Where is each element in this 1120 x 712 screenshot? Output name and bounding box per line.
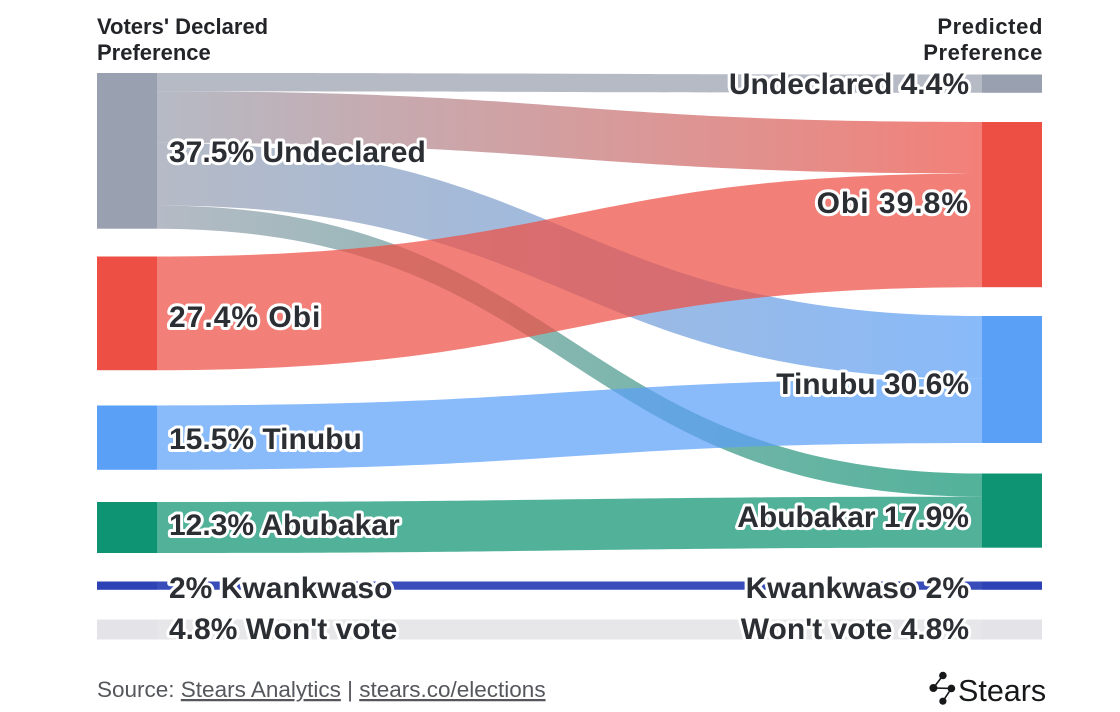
svg-text:15.5% Tinubu: 15.5% Tinubu — [169, 423, 362, 456]
svg-text:Kwankwaso 2%: Kwankwaso 2% — [746, 572, 969, 605]
svg-text:Won't vote 4.8%: Won't vote 4.8% — [741, 613, 969, 646]
svg-text:12.3% Abubakar: 12.3% Abubakar — [169, 509, 400, 542]
svg-text:Preference: Preference — [97, 40, 211, 65]
svg-text:2% Kwankwaso: 2% Kwankwaso — [169, 572, 392, 605]
svg-text:Tinubu 30.6%: Tinubu 30.6% — [776, 368, 969, 401]
svg-text:Source: Stears Analytics | ste: Source: Stears Analytics | stears.co/ele… — [97, 677, 546, 702]
svg-text:Abubakar 17.9%: Abubakar 17.9% — [737, 501, 969, 534]
svg-text:27.4% Obi: 27.4% Obi — [169, 301, 321, 334]
svg-text:4.8% Won't vote: 4.8% Won't vote — [169, 613, 397, 646]
svg-text:Preference: Preference — [923, 40, 1043, 65]
svg-text:Undeclared 4.4%: Undeclared 4.4% — [729, 68, 969, 101]
svg-text:Predicted: Predicted — [937, 14, 1043, 39]
svg-text:Voters' Declared: Voters' Declared — [97, 14, 268, 39]
svg-text:37.5% Undeclared: 37.5% Undeclared — [169, 136, 426, 169]
svg-text:Stears: Stears — [958, 674, 1046, 708]
svg-text:Obi 39.8%: Obi 39.8% — [817, 187, 969, 220]
